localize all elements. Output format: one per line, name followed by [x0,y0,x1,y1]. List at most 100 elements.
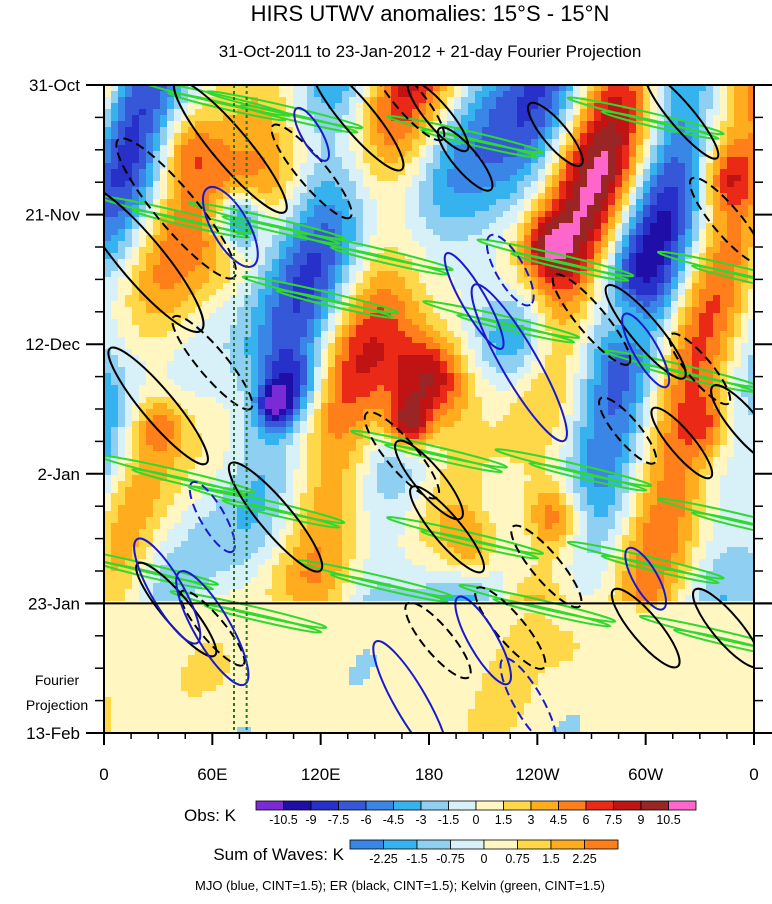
heat-cell [482,121,490,128]
heat-cell [398,223,406,230]
heat-cell [580,277,588,284]
heat-cell [741,397,749,404]
heat-cell [412,205,420,212]
heat-cell [657,229,665,236]
heat-cell [258,187,266,194]
heat-cell [447,145,455,152]
heat-cell [496,337,504,344]
heat-cell [489,283,497,290]
heat-cell [307,343,315,350]
heat-cell [615,223,623,230]
heat-cell [608,373,616,380]
heat-cell [349,277,357,284]
heat-cell [734,367,742,374]
heat-cell [601,85,609,92]
heat-cell [391,229,399,236]
heat-cell [125,247,133,254]
heat-cell [601,115,609,122]
heat-cell [405,379,413,386]
heat-cell [279,181,287,188]
heat-cell [125,181,133,188]
heat-cell [475,343,483,350]
heat-cell [468,211,476,218]
heat-cell [335,301,343,308]
heat-cell [237,175,245,182]
heat-cell [559,229,567,236]
heat-cell [510,229,518,236]
heat-cell [545,325,553,332]
heat-cell [167,373,175,380]
heat-cell [293,265,301,272]
heat-cell [461,337,469,344]
heat-cell [419,175,427,182]
heat-cell [727,139,735,146]
heat-cell [538,391,546,398]
heat-cell [321,121,329,128]
heat-cell [335,97,343,104]
heat-cell [461,367,469,374]
heat-cell [685,133,693,140]
heat-cell [475,229,483,236]
heat-cell [251,253,259,260]
heat-cell [125,373,133,380]
heat-cell [209,325,217,332]
heat-cell [307,127,315,134]
heat-cell [566,241,574,248]
heat-cell [587,205,595,212]
heat-cell [398,217,406,224]
heat-cell [265,385,273,392]
heat-cell [181,193,189,200]
heat-cell [447,355,455,362]
heat-cell [377,211,385,218]
heat-cell [580,127,588,134]
heat-cell [104,229,112,236]
heat-cell [594,355,602,362]
heat-cell [440,229,448,236]
heat-cell [111,187,119,194]
heat-cell [510,343,518,350]
heat-cell [489,325,497,332]
heat-cell [748,331,754,338]
heat-cell [181,379,189,386]
heat-cell [440,253,448,260]
heat-cell [678,193,686,200]
heat-cell [594,253,602,260]
heat-cell [685,379,693,386]
heat-cell [594,247,602,254]
heat-cell [475,235,483,242]
heat-cell [258,211,266,218]
heat-cell [146,157,154,164]
heat-cell [538,187,546,194]
heat-cell [440,91,448,98]
heat-cell [503,253,511,260]
heat-cell [251,295,259,302]
heat-cell [125,355,133,362]
heat-cell [265,379,273,386]
heat-cell [552,301,560,308]
heat-cell [279,139,287,146]
heat-cell [265,313,273,320]
heat-cell [279,343,287,350]
heat-cell [552,151,560,158]
heat-cell [531,307,539,314]
heat-cell [265,211,273,218]
heat-cell [734,229,742,236]
heat-cell [125,193,133,200]
heat-cell [328,343,336,350]
heat-cell [279,241,287,248]
heat-cell [433,217,441,224]
heat-cell [223,235,231,242]
heat-cell [510,169,518,176]
heat-cell [524,343,532,350]
heat-cell [524,385,532,392]
heat-cell [538,373,546,380]
heat-cell [300,199,308,206]
heat-cell [587,151,595,158]
heat-cell [188,373,196,380]
heat-cell [510,163,518,170]
heat-cell [699,361,707,368]
heat-cell [118,283,126,290]
heat-cell [489,91,497,98]
heat-cell [146,355,154,362]
